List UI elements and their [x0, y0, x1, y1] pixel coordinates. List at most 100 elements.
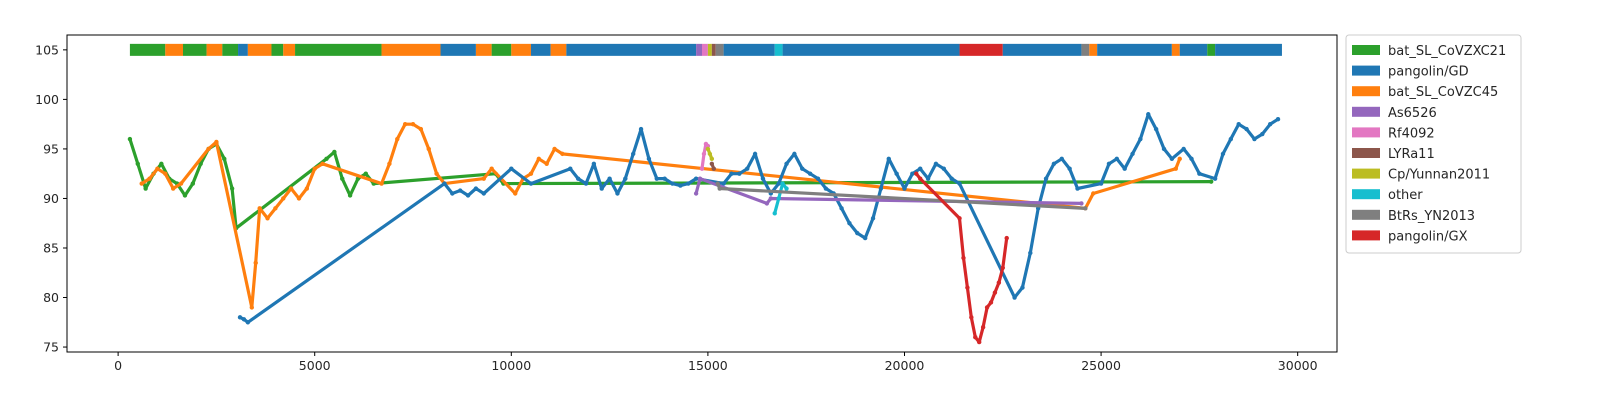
data-point	[1173, 166, 1178, 171]
legend-swatch	[1352, 168, 1380, 179]
legend-label: bat_SL_CoVZC45	[1388, 85, 1498, 100]
data-point	[139, 181, 144, 186]
series-btrs-yn2013	[715, 181, 1088, 211]
data-point	[976, 339, 982, 345]
legend-label: BtRs_YN2013	[1388, 209, 1475, 224]
data-point	[1067, 166, 1072, 171]
data-point	[127, 136, 133, 142]
data-point	[237, 315, 243, 320]
data-point	[925, 176, 931, 181]
series-cp-yunnan2011	[705, 146, 715, 162]
data-point	[1275, 117, 1281, 122]
data-point	[752, 151, 758, 157]
legend-swatch	[1352, 45, 1380, 55]
top-bar-segment	[566, 43, 697, 56]
data-point	[715, 181, 720, 186]
data-point	[969, 315, 974, 320]
plot-marks	[127, 112, 1281, 345]
data-point	[615, 191, 620, 196]
top-bar-segment	[271, 43, 284, 56]
data-point	[1244, 126, 1249, 132]
data-point	[296, 196, 302, 201]
data-point	[544, 161, 549, 166]
top-bar-segment	[326, 43, 382, 56]
data-point	[273, 206, 278, 211]
data-point	[630, 151, 636, 157]
top-bar-segment	[723, 43, 775, 56]
data-point	[1114, 156, 1120, 162]
data-point	[1138, 136, 1143, 142]
data-point	[784, 161, 789, 166]
top-bar-segment	[206, 43, 223, 56]
data-point	[1043, 176, 1049, 181]
top-bar-segment	[238, 43, 248, 56]
data-point	[980, 325, 986, 330]
data-point	[737, 171, 742, 176]
data-point	[1208, 179, 1214, 184]
data-point	[870, 216, 876, 221]
data-point	[178, 181, 184, 186]
data-point	[509, 166, 514, 171]
data-point	[707, 151, 713, 157]
legend-swatch	[1352, 189, 1380, 200]
data-point	[257, 206, 262, 211]
data-point	[1252, 136, 1257, 142]
x-tick-label: 25000	[1081, 358, 1121, 373]
data-point	[249, 305, 254, 310]
data-point	[340, 176, 345, 181]
x-tick-label: 0	[114, 358, 122, 373]
data-point	[363, 171, 369, 176]
data-point	[678, 183, 683, 188]
data-point	[481, 191, 486, 196]
data-point	[988, 300, 994, 305]
data-point	[1161, 146, 1167, 152]
data-point	[729, 171, 734, 176]
legend-label: Rf4092	[1388, 126, 1435, 141]
data-point	[320, 161, 325, 166]
data-point	[1091, 191, 1096, 196]
data-point	[839, 206, 844, 211]
data-point	[992, 290, 998, 295]
data-point	[1181, 146, 1186, 152]
legend-swatch	[1352, 106, 1380, 117]
data-point	[288, 186, 294, 191]
data-point	[693, 191, 699, 196]
data-point	[245, 320, 251, 325]
top-bar-segment	[702, 43, 708, 56]
data-point	[984, 305, 990, 310]
data-point	[772, 211, 777, 216]
data-point	[1004, 235, 1009, 241]
data-point	[536, 156, 542, 162]
top-bar-segment	[165, 43, 183, 56]
data-point	[281, 196, 286, 201]
legend-label: other	[1388, 188, 1423, 203]
data-point	[347, 193, 353, 198]
legend-swatch	[1352, 127, 1380, 138]
x-tick-label: 15000	[688, 358, 728, 373]
top-bar-segment	[381, 43, 441, 56]
data-point	[768, 196, 774, 201]
data-point	[379, 181, 384, 186]
data-point	[1177, 156, 1182, 162]
data-point	[973, 334, 978, 340]
top-source-bar	[129, 43, 1282, 56]
data-point	[163, 171, 168, 176]
y-axis: 75 80 85 90 95 100 105	[35, 42, 67, 355]
data-point	[182, 193, 188, 198]
top-bar-segment	[511, 43, 531, 56]
data-point	[902, 186, 907, 191]
top-bar-segment	[440, 43, 476, 56]
data-point	[465, 193, 471, 198]
data-point	[1212, 176, 1218, 181]
top-bar-segment	[182, 43, 207, 56]
data-point	[847, 221, 852, 226]
data-point	[457, 188, 463, 193]
data-point	[591, 161, 597, 166]
data-point	[1000, 265, 1005, 270]
data-point	[135, 161, 140, 166]
data-point	[1153, 126, 1159, 132]
top-bar-segment	[715, 43, 724, 56]
data-point	[776, 181, 781, 186]
data-point	[1083, 206, 1088, 211]
top-bar-segment	[129, 43, 166, 56]
